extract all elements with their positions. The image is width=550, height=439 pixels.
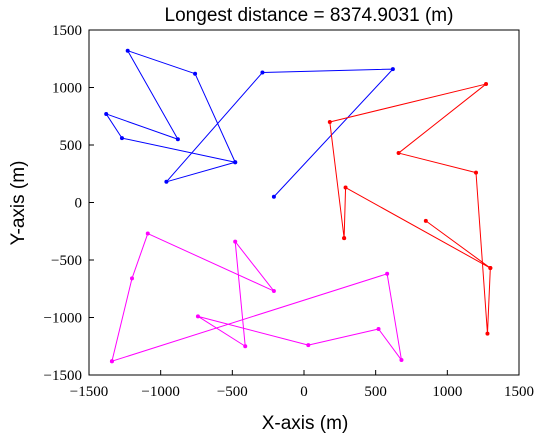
data-point <box>119 136 124 141</box>
data-point <box>260 70 265 75</box>
data-point <box>145 231 150 236</box>
y-tick-label: −1000 <box>44 311 82 327</box>
data-point <box>343 185 348 190</box>
data-point <box>376 327 381 331</box>
series-line <box>105 50 394 198</box>
data-point <box>385 271 390 276</box>
series-line <box>329 83 491 335</box>
x-tick-label: −1500 <box>70 384 108 400</box>
data-point <box>390 67 395 72</box>
y-tick-label: −1500 <box>44 368 82 384</box>
y-tick-label: 1500 <box>52 23 82 39</box>
data-point <box>104 111 109 116</box>
plot-area-frame <box>88 29 520 376</box>
data-point <box>164 179 169 184</box>
x-tick-label: 0 <box>300 384 308 400</box>
data-point <box>488 266 493 271</box>
data-point <box>109 359 114 364</box>
data-point <box>125 48 130 53</box>
x-tick-label: 1000 <box>432 384 462 400</box>
y-tick-label: 500 <box>60 138 83 154</box>
data-point <box>399 358 404 363</box>
x-axis-label: X-axis (m) <box>262 413 349 434</box>
tick-layer: −1500 −1000 −500 0 500 1000 1500 −1500 −1000 −500… <box>44 23 534 400</box>
series-route-1 <box>104 48 395 199</box>
chart-title: Longest distance = 8374.9031 (m) <box>165 5 454 26</box>
series-layer <box>104 48 493 364</box>
data-point <box>396 151 401 156</box>
y-tick-label: 0 <box>75 196 83 212</box>
data-point <box>474 170 478 175</box>
data-point <box>306 343 311 348</box>
data-point <box>243 344 248 349</box>
data-point <box>195 314 200 319</box>
y-tick-label: −500 <box>51 253 82 269</box>
x-tick-label: −1000 <box>141 384 179 400</box>
data-point <box>423 218 428 223</box>
x-tick-label: 1500 <box>504 384 534 400</box>
series-route-2 <box>327 82 493 336</box>
data-point <box>342 236 347 241</box>
series-route-3 <box>109 231 404 364</box>
x-tick-label: −500 <box>217 384 248 400</box>
series-line <box>111 233 402 362</box>
data-point <box>233 160 238 165</box>
data-point <box>484 82 489 87</box>
data-point <box>130 276 134 281</box>
y-axis-label: Y-axis (m) <box>8 161 29 246</box>
data-point <box>193 71 198 76</box>
y-tick-label: 1000 <box>52 81 82 97</box>
data-point <box>271 289 276 294</box>
data-point <box>327 120 332 124</box>
data-point <box>175 137 180 142</box>
data-point <box>233 239 238 244</box>
data-point <box>485 331 490 336</box>
x-tick-label: 500 <box>364 384 387 400</box>
data-point <box>271 194 276 199</box>
